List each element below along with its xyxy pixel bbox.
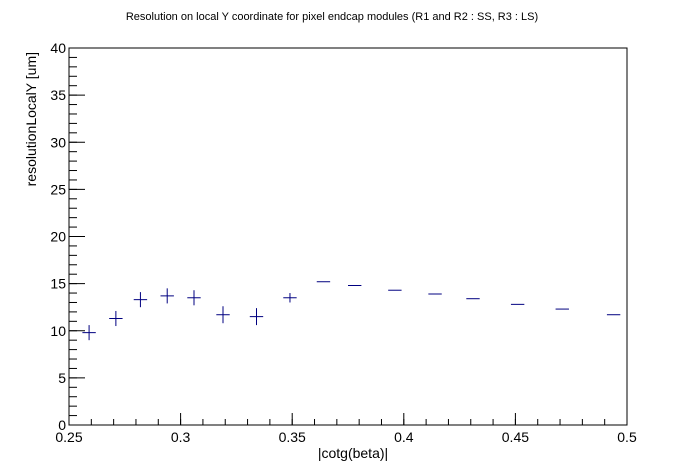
data-point (109, 310, 123, 327)
y-axis-label: resolutionLocalY [um] (23, 52, 39, 186)
x-tick-label: 0.45 (502, 429, 529, 445)
data-point (133, 292, 148, 308)
data-point (249, 308, 264, 326)
data-points (82, 281, 621, 341)
data-point (187, 290, 201, 306)
y-tick-label: 10 (50, 323, 66, 339)
x-tick-label: 0.25 (55, 429, 82, 445)
data-point (82, 325, 96, 341)
x-tick-label: 0.3 (171, 429, 191, 445)
y-tick-label: 25 (50, 181, 66, 197)
y-tick-label: 35 (50, 87, 66, 103)
y-tick-label: 15 (50, 276, 66, 292)
y-tick-label: 30 (50, 134, 66, 150)
data-point (216, 306, 230, 324)
x-tick-label: 0.4 (394, 429, 414, 445)
data-point (160, 288, 174, 304)
x-tick-label: 0.35 (279, 429, 306, 445)
y-tick-label: 20 (50, 229, 66, 245)
x-axis-label: |cotg(beta)| (318, 445, 388, 461)
y-axis: 0 5 10 15 20 25 30 35 40 (50, 40, 85, 433)
x-tick-label: 0.5 (617, 429, 637, 445)
data-point (283, 293, 297, 303)
y-tick-label: 40 (50, 40, 66, 56)
x-axis: 0.25 0.3 0.35 0.4 0.45 0.5 (55, 413, 637, 445)
chart-title: Resolution on local Y coordinate for pix… (126, 11, 538, 23)
y-tick-label: 5 (58, 370, 66, 386)
y-tick-label: 0 (58, 417, 66, 433)
plot-frame (68, 47, 628, 426)
